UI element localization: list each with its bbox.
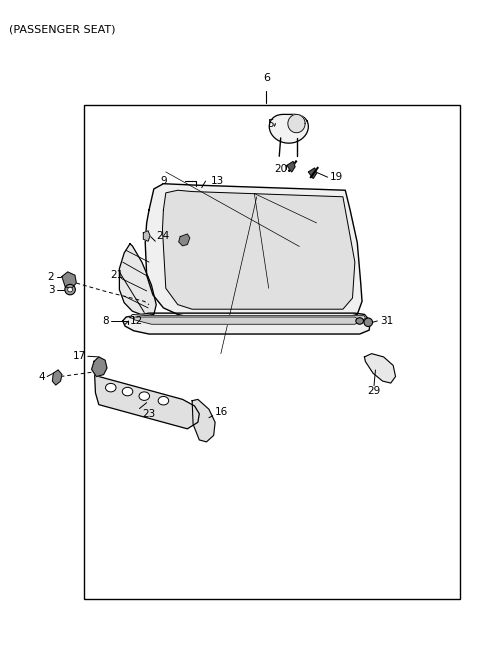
Text: 3: 3: [48, 284, 54, 295]
Text: 12: 12: [130, 316, 143, 326]
Text: 9: 9: [161, 176, 167, 186]
Text: 16: 16: [215, 407, 228, 417]
Text: 13: 13: [210, 176, 224, 186]
Ellipse shape: [65, 284, 75, 295]
Text: 21: 21: [110, 271, 123, 280]
Polygon shape: [62, 272, 76, 288]
Polygon shape: [93, 362, 199, 429]
Text: 2: 2: [48, 272, 54, 282]
Ellipse shape: [356, 318, 363, 324]
Polygon shape: [120, 244, 156, 316]
Polygon shape: [123, 313, 370, 334]
Text: 23: 23: [142, 409, 155, 419]
Polygon shape: [130, 314, 365, 322]
Ellipse shape: [68, 288, 72, 292]
Polygon shape: [364, 354, 396, 383]
Polygon shape: [179, 234, 190, 246]
Polygon shape: [144, 231, 150, 241]
Polygon shape: [92, 357, 107, 377]
Ellipse shape: [106, 383, 116, 392]
Polygon shape: [287, 162, 295, 172]
Text: 19: 19: [330, 172, 343, 182]
Ellipse shape: [122, 387, 133, 396]
Ellipse shape: [158, 396, 168, 405]
Polygon shape: [288, 115, 305, 133]
Ellipse shape: [364, 318, 372, 327]
Text: 17: 17: [72, 351, 86, 362]
Text: 5: 5: [267, 119, 274, 128]
Text: 20: 20: [275, 164, 288, 174]
Bar: [84, 105, 460, 599]
Text: (PASSENGER SEAT): (PASSENGER SEAT): [9, 25, 116, 35]
Polygon shape: [269, 115, 308, 143]
Text: 4: 4: [38, 371, 45, 381]
Text: 6: 6: [263, 73, 270, 83]
Polygon shape: [145, 183, 362, 318]
Text: 24: 24: [156, 231, 169, 241]
Polygon shape: [52, 370, 62, 385]
Text: 31: 31: [380, 316, 393, 326]
Text: 8: 8: [102, 316, 108, 326]
Polygon shape: [162, 190, 355, 309]
Ellipse shape: [139, 392, 150, 400]
Text: 29: 29: [367, 386, 381, 396]
Polygon shape: [309, 168, 317, 178]
Polygon shape: [134, 317, 360, 324]
Polygon shape: [192, 400, 215, 442]
